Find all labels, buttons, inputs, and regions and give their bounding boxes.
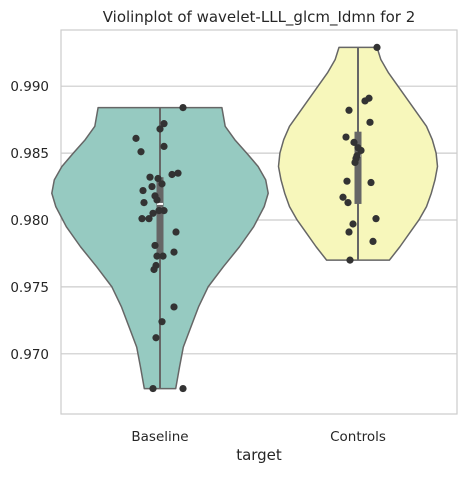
- data-point: [170, 303, 178, 311]
- data-point: [351, 158, 359, 167]
- violin-iqr-box: [354, 131, 362, 204]
- data-point: [146, 173, 154, 181]
- data-point: [170, 248, 178, 256]
- data-point: [145, 215, 153, 223]
- data-point: [367, 178, 375, 187]
- data-point: [150, 265, 158, 274]
- data-point: [152, 334, 160, 342]
- y-tick-label: 0.970: [10, 347, 49, 363]
- x-tick-label: Controls: [330, 429, 386, 445]
- data-point: [138, 215, 146, 223]
- y-tick-label: 0.975: [10, 280, 49, 296]
- data-point: [373, 43, 381, 51]
- y-tick-label: 0.985: [10, 146, 49, 162]
- x-tick-labels: Baseline Controls: [131, 429, 386, 445]
- data-point: [160, 207, 168, 215]
- data-point: [155, 207, 163, 215]
- data-point: [179, 384, 187, 393]
- data-point: [160, 142, 168, 151]
- data-point: [342, 133, 350, 141]
- chart-title: Violinplot of wavelet-LLL_glcm_Idmn for …: [103, 8, 416, 27]
- data-point: [158, 180, 166, 188]
- data-point: [366, 118, 374, 126]
- data-point: [343, 177, 351, 185]
- x-axis-label: target: [236, 446, 282, 464]
- y-tick-label: 0.980: [10, 213, 49, 229]
- data-point: [132, 134, 140, 142]
- data-point: [349, 220, 357, 228]
- data-point: [172, 228, 180, 236]
- data-point: [148, 182, 156, 191]
- y-tick-label: 0.990: [10, 79, 49, 95]
- data-point: [372, 215, 380, 223]
- data-point: [149, 384, 157, 393]
- violin-iqr-box: [156, 177, 164, 259]
- data-point: [168, 170, 176, 179]
- data-point: [140, 198, 148, 207]
- data-point: [339, 193, 347, 201]
- data-point: [139, 186, 147, 195]
- data-point: [149, 209, 157, 217]
- data-point: [158, 318, 166, 326]
- data-point: [156, 125, 164, 133]
- data-point: [361, 97, 369, 105]
- data-point: [369, 237, 377, 246]
- data-point: [174, 169, 182, 177]
- y-tick-labels: 0.970 0.975 0.980 0.985 0.990: [10, 79, 49, 363]
- x-tick-label: Baseline: [131, 429, 188, 445]
- data-point: [344, 198, 352, 207]
- data-points: [132, 43, 381, 393]
- data-point: [160, 120, 168, 128]
- data-point: [345, 228, 353, 236]
- plot-frame: [60, 29, 458, 415]
- data-point: [350, 138, 358, 146]
- data-point: [151, 241, 159, 250]
- data-point: [154, 174, 162, 183]
- data-point: [357, 146, 365, 155]
- data-point: [179, 104, 187, 112]
- data-point: [137, 148, 145, 156]
- data-point: [345, 106, 353, 114]
- data-point: [153, 252, 161, 260]
- data-point: [346, 256, 354, 264]
- data-point: [153, 196, 161, 204]
- data-point: [159, 252, 167, 260]
- violins: [51, 46, 439, 390]
